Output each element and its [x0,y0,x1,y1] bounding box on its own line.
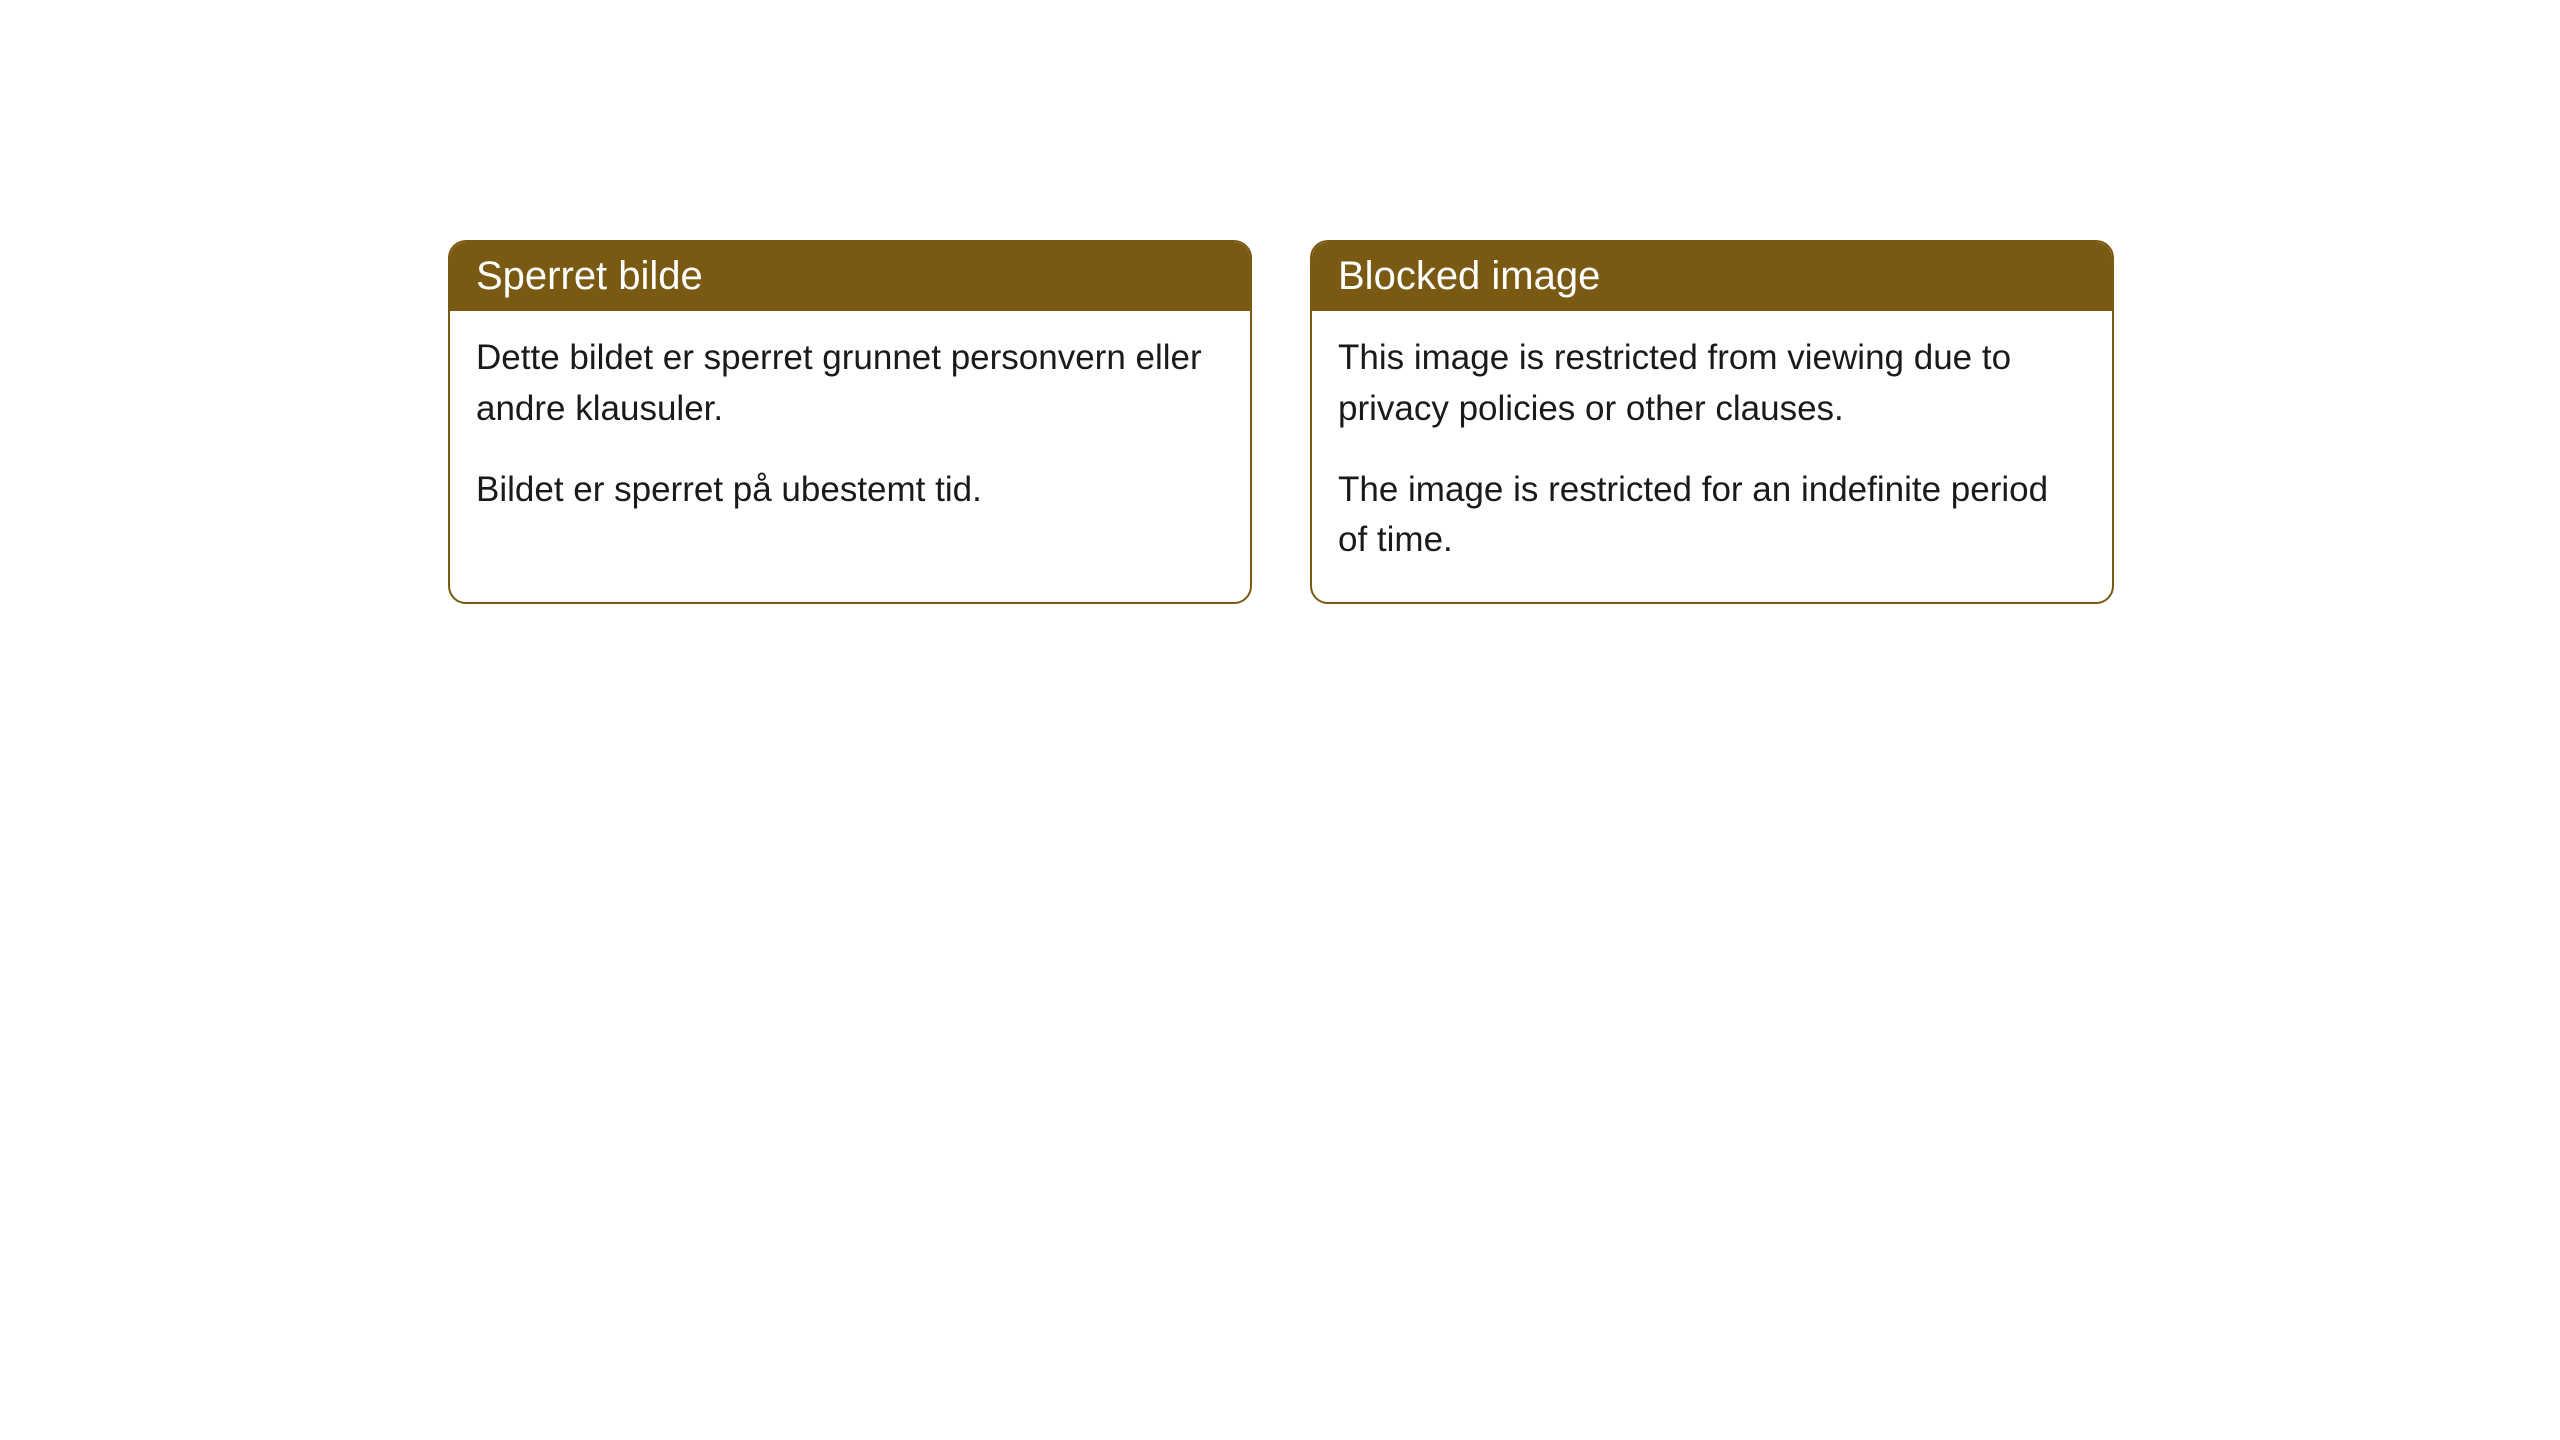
notice-card-norwegian: Sperret bilde Dette bildet er sperret gr… [448,240,1252,604]
card-paragraph: Bildet er sperret på ubestemt tid. [476,465,1224,516]
card-paragraph: The image is restricted for an indefinit… [1338,465,2086,567]
card-body: This image is restricted from viewing du… [1312,311,2112,602]
card-title: Sperret bilde [476,254,703,298]
card-paragraph: Dette bildet er sperret grunnet personve… [476,333,1224,435]
card-body: Dette bildet er sperret grunnet personve… [450,311,1250,551]
notice-cards-container: Sperret bilde Dette bildet er sperret gr… [448,240,2560,604]
card-header: Sperret bilde [450,242,1250,311]
card-title: Blocked image [1338,254,1600,298]
notice-card-english: Blocked image This image is restricted f… [1310,240,2114,604]
card-paragraph: This image is restricted from viewing du… [1338,333,2086,435]
card-header: Blocked image [1312,242,2112,311]
